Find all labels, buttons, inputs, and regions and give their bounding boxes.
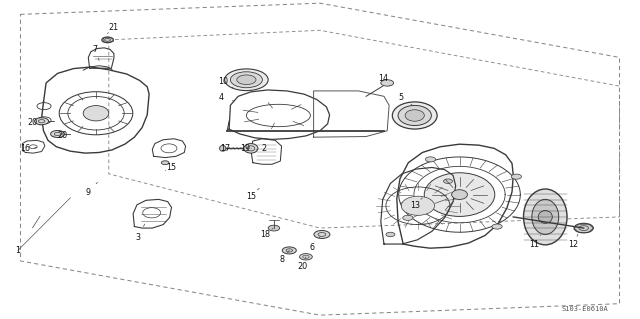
Ellipse shape	[574, 223, 593, 233]
Text: 14: 14	[378, 74, 388, 83]
Ellipse shape	[83, 106, 109, 121]
Text: 19: 19	[240, 144, 250, 153]
Ellipse shape	[398, 106, 431, 126]
Text: 9: 9	[86, 189, 91, 197]
Text: 20: 20	[298, 262, 308, 271]
Ellipse shape	[102, 37, 113, 43]
Ellipse shape	[401, 196, 435, 215]
Ellipse shape	[532, 199, 559, 234]
Ellipse shape	[392, 102, 437, 129]
Text: 15: 15	[166, 163, 177, 172]
Ellipse shape	[403, 215, 413, 220]
Ellipse shape	[492, 224, 502, 229]
Text: 17: 17	[220, 144, 230, 153]
Text: 11: 11	[529, 240, 540, 249]
Ellipse shape	[300, 254, 312, 260]
Ellipse shape	[444, 179, 452, 183]
Text: 2: 2	[262, 144, 267, 153]
Ellipse shape	[237, 75, 256, 85]
Text: 15: 15	[246, 192, 256, 201]
Ellipse shape	[220, 145, 226, 151]
Text: 12: 12	[568, 240, 579, 249]
Ellipse shape	[511, 174, 522, 179]
Text: 4: 4	[218, 93, 223, 102]
Text: 20: 20	[58, 131, 68, 140]
Text: 7: 7	[92, 45, 97, 54]
Ellipse shape	[381, 80, 394, 86]
Ellipse shape	[386, 232, 395, 237]
Ellipse shape	[51, 130, 65, 137]
Ellipse shape	[268, 225, 280, 231]
Ellipse shape	[524, 189, 567, 245]
Text: S103-E0610A: S103-E0610A	[561, 306, 608, 312]
Text: 10: 10	[218, 77, 228, 86]
Ellipse shape	[225, 69, 268, 91]
Text: 18: 18	[260, 230, 271, 239]
Ellipse shape	[161, 161, 169, 165]
Ellipse shape	[314, 230, 330, 238]
Ellipse shape	[538, 211, 552, 223]
Ellipse shape	[452, 190, 467, 199]
Text: 1: 1	[15, 246, 20, 255]
Text: 16: 16	[20, 144, 31, 153]
Text: 6: 6	[309, 243, 314, 252]
Text: 3: 3	[135, 233, 140, 242]
Text: 20: 20	[27, 118, 37, 127]
Text: 5: 5	[399, 93, 404, 102]
Ellipse shape	[426, 157, 436, 162]
Ellipse shape	[405, 110, 424, 121]
Ellipse shape	[244, 144, 258, 153]
Ellipse shape	[282, 247, 296, 254]
Ellipse shape	[424, 173, 495, 216]
Text: 21: 21	[109, 23, 119, 32]
Text: 13: 13	[410, 201, 420, 210]
Text: 8: 8	[279, 256, 284, 264]
Ellipse shape	[230, 72, 262, 88]
Ellipse shape	[35, 118, 49, 125]
